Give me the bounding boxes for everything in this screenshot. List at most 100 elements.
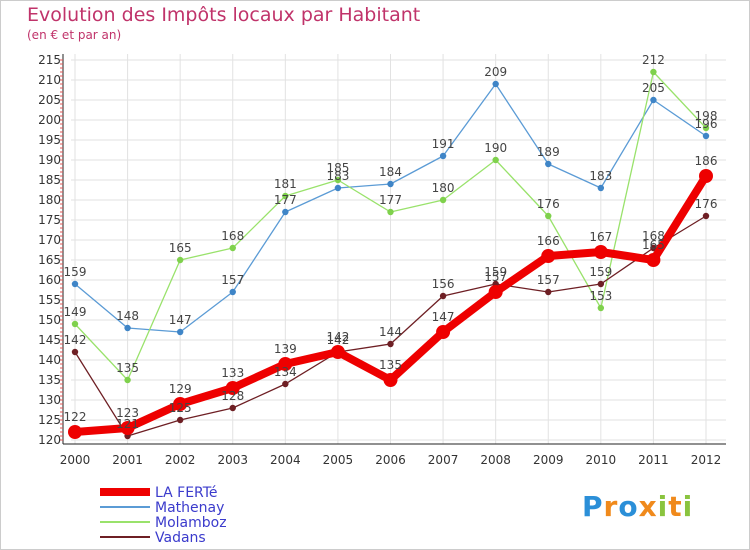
point-vadans-2012 bbox=[702, 212, 710, 220]
label-molamboz-2008: 190 bbox=[484, 141, 507, 155]
point-vadans-2000 bbox=[71, 348, 79, 356]
label-molamboz-2010: 153 bbox=[589, 289, 612, 303]
y-tick-210: 210 bbox=[38, 73, 61, 87]
logo-letter: o bbox=[618, 490, 639, 523]
x-tick-2001: 2001 bbox=[112, 453, 143, 467]
point-la-fert--2002 bbox=[173, 397, 188, 411]
x-tick-2006: 2006 bbox=[375, 453, 406, 467]
label-la-fert--2007: 147 bbox=[432, 310, 455, 324]
point-vadans-2010 bbox=[597, 280, 605, 288]
point-molamboz-2006 bbox=[387, 208, 394, 216]
y-tick-120: 120 bbox=[38, 433, 61, 447]
point-mathenay-2002 bbox=[176, 328, 184, 336]
point-la-fert--2010 bbox=[593, 245, 608, 259]
label-molamboz-2002: 165 bbox=[169, 241, 192, 255]
label-mathenay-2009: 189 bbox=[537, 145, 560, 159]
point-molamboz-2011 bbox=[650, 68, 657, 76]
point-la-fert--2007 bbox=[436, 325, 451, 339]
axes bbox=[60, 54, 726, 445]
point-molamboz-2007 bbox=[439, 196, 447, 204]
label-la-fert--2009: 166 bbox=[537, 234, 560, 248]
label-molamboz-2005: 185 bbox=[326, 161, 349, 175]
label-molamboz-2007: 180 bbox=[432, 181, 455, 195]
point-la-fert--2009 bbox=[541, 249, 556, 263]
label-molamboz-2012: 198 bbox=[695, 109, 718, 123]
x-tick-2010: 2010 bbox=[586, 453, 617, 467]
x-tick-2000: 2000 bbox=[60, 453, 91, 467]
point-mathenay-2011 bbox=[650, 96, 657, 104]
y-tick-145: 145 bbox=[38, 333, 61, 347]
point-la-fert--2011 bbox=[646, 253, 661, 267]
label-vadans-2007: 156 bbox=[432, 277, 455, 291]
point-molamboz-2009 bbox=[545, 212, 552, 220]
label-mathenay-2002: 147 bbox=[169, 313, 192, 327]
point-la-fert--2004 bbox=[278, 357, 293, 371]
label-la-fert--2002: 129 bbox=[169, 382, 192, 396]
x-tick-2007: 2007 bbox=[428, 453, 459, 467]
label-mathenay-2007: 191 bbox=[432, 137, 455, 151]
point-molamboz-2000 bbox=[71, 320, 79, 328]
label-vadans-2004: 134 bbox=[274, 365, 297, 379]
label-la-fert--2008: 157 bbox=[484, 270, 507, 284]
point-vadans-2006 bbox=[387, 340, 394, 348]
y-tick-155: 155 bbox=[38, 293, 61, 307]
label-mathenay-2000: 159 bbox=[64, 265, 87, 279]
legend-label-molamboz: Molamboz bbox=[155, 515, 227, 531]
logo-letter: r bbox=[603, 490, 619, 523]
point-la-fert--2000 bbox=[68, 425, 82, 439]
y-tick-205: 205 bbox=[38, 93, 61, 107]
point-la-fert--2012 bbox=[699, 169, 713, 183]
label-vadans-2009: 157 bbox=[537, 273, 560, 287]
label-mathenay-2008: 209 bbox=[484, 65, 507, 79]
point-vadans-2003 bbox=[229, 404, 236, 412]
point-molamboz-2003 bbox=[229, 244, 236, 252]
y-tick-135: 135 bbox=[38, 373, 61, 387]
label-vadans-2010: 159 bbox=[589, 265, 612, 279]
x-tick-2002: 2002 bbox=[165, 453, 196, 467]
y-tick-180: 180 bbox=[38, 193, 61, 207]
label-mathenay-2010: 183 bbox=[589, 169, 612, 183]
point-la-fert--2001 bbox=[120, 421, 135, 435]
legend-label-mathenay: Mathenay bbox=[155, 500, 224, 516]
label-la-fert--2010: 167 bbox=[589, 230, 612, 244]
proxiti-logo: Proxiti bbox=[582, 490, 693, 523]
y-tick-170: 170 bbox=[38, 233, 61, 247]
y-tick-175: 175 bbox=[38, 213, 61, 227]
label-la-fert--2011: 165 bbox=[642, 238, 665, 252]
point-mathenay-2010 bbox=[597, 184, 605, 192]
label-la-fert--2006: 135 bbox=[379, 358, 402, 372]
label-la-fert--2000: 122 bbox=[64, 410, 87, 424]
y-tick-215: 215 bbox=[38, 53, 61, 67]
legend-label-la-fert-: LA FERTé bbox=[155, 485, 218, 501]
label-molamboz-2004: 181 bbox=[274, 177, 297, 191]
y-tick-labels: 120 125 130 135 140 145 150 155 160 165 170 175 180 1… bbox=[38, 53, 61, 447]
point-mathenay-2000 bbox=[71, 280, 79, 288]
label-molamboz-2000: 149 bbox=[64, 305, 87, 319]
point-vadans-2007 bbox=[439, 292, 447, 300]
point-mathenay-2012 bbox=[702, 132, 710, 140]
point-molamboz-2001 bbox=[124, 376, 131, 384]
point-la-fert--2006 bbox=[383, 373, 398, 387]
x-tick-2005: 2005 bbox=[323, 453, 354, 467]
point-molamboz-2008 bbox=[492, 156, 499, 164]
label-mathenay-2001: 148 bbox=[116, 309, 139, 323]
y-tick-140: 140 bbox=[38, 353, 61, 367]
x-tick-2011: 2011 bbox=[638, 453, 669, 467]
label-vadans-2003: 128 bbox=[221, 389, 244, 403]
logo-letter: t bbox=[668, 490, 683, 523]
y-tick-195: 195 bbox=[38, 133, 61, 147]
point-mathenay-2007 bbox=[439, 152, 447, 160]
label-vadans-2011: 168 bbox=[642, 229, 665, 243]
label-vadans-2001: 121 bbox=[116, 417, 139, 431]
label-mathenay-2006: 184 bbox=[379, 165, 402, 179]
label-molamboz-2009: 176 bbox=[537, 197, 560, 211]
point-mathenay-2005 bbox=[334, 184, 342, 192]
point-mathenay-2001 bbox=[124, 324, 131, 332]
x-tick-2004: 2004 bbox=[270, 453, 301, 467]
point-mathenay-2006 bbox=[387, 180, 394, 188]
label-vadans-2000: 142 bbox=[64, 333, 87, 347]
label-mathenay-2012: 196 bbox=[695, 117, 718, 131]
point-la-fert--2003 bbox=[225, 381, 240, 395]
